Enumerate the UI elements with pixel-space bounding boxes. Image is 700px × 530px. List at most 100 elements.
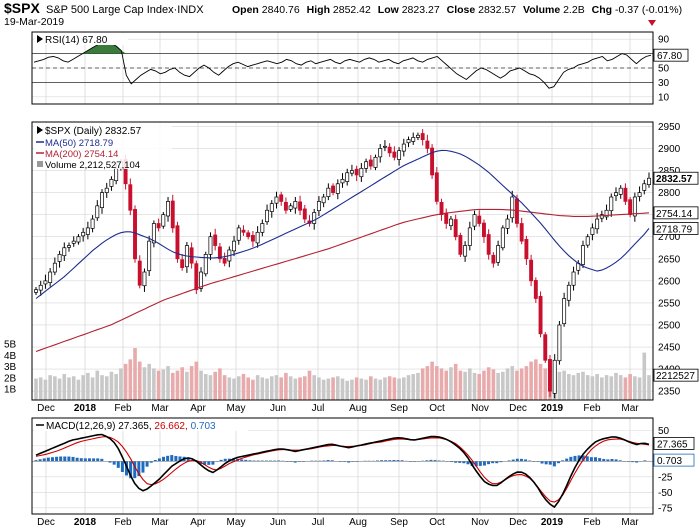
macd-hist-bar-24 (133, 461, 137, 479)
candle-body-57 (302, 208, 307, 220)
macd-tick-0: 50 (658, 426, 670, 437)
volume-bar-50 (269, 376, 274, 400)
price-tick-12: 2350 (658, 387, 681, 398)
macd-hist-bar-86 (388, 460, 392, 462)
volume-bar-105 (529, 361, 533, 400)
candle-body-38 (213, 234, 218, 246)
candle-body-15 (104, 187, 109, 193)
volume-bar-37 (208, 375, 213, 400)
macd-hist-bar-105 (466, 461, 470, 465)
volume-bar-30 (175, 370, 180, 400)
price-tick-6: 2650 (658, 254, 681, 265)
candle-body-126 (628, 199, 633, 216)
close-value: 2832.57 (478, 4, 516, 16)
macd-hist-bar-98 (437, 460, 441, 462)
volume-bar-12 (90, 377, 95, 400)
volume-bar-20 (128, 359, 133, 400)
macd-hist-last-label-box (653, 453, 695, 467)
high-value: 2852.42 (333, 4, 371, 16)
candle-body-81 (415, 134, 420, 138)
volume-bar-115 (576, 372, 581, 400)
volume-bar-11 (86, 372, 90, 400)
volume-bar-84 (430, 361, 434, 400)
price-tick-5: 2700 (658, 232, 681, 243)
candle-body-110 (552, 359, 557, 394)
candle-body-91 (463, 245, 468, 257)
candle-body-42 (232, 240, 236, 252)
macd-hist-bar-16 (100, 458, 104, 462)
volume-bar-25 (152, 368, 156, 400)
volume-bar-82 (420, 368, 425, 400)
index-name-sep: · (174, 4, 178, 16)
month-label-7: Jul (312, 403, 325, 414)
price-legend-main: $SPX (Daily) 2832.57 (45, 126, 142, 137)
macd-hist-bar-60 (281, 460, 285, 462)
candle-body-35 (199, 271, 203, 289)
macd-hist-bar-63 (293, 461, 297, 463)
price-last-ma50: 2718.79 (656, 224, 693, 235)
month-label-14: Feb (583, 403, 601, 414)
volume-bar-72 (373, 378, 378, 400)
volume-bar-104 (524, 366, 529, 400)
candle-body-85 (434, 172, 439, 202)
macd-hist-bar-109 (482, 461, 486, 466)
macd-hist-bar-136 (594, 457, 598, 462)
volume-legend-swatch (37, 161, 43, 167)
macd-hist-bar-58 (273, 460, 277, 462)
volume-bar-44 (241, 374, 246, 400)
ma50-legend: MA(50) 2718.79 (45, 138, 113, 149)
rsi-overbought-fill (34, 42, 651, 54)
volume-bar-5 (57, 378, 62, 400)
month-label-2: Feb (114, 403, 132, 414)
volume-bar-83 (425, 366, 430, 400)
candle-body-44 (241, 229, 246, 233)
macd-hist-bar-131 (573, 455, 577, 462)
volume-bar-2 (43, 379, 48, 400)
candle-body-112 (562, 298, 567, 325)
macd-hist-bar-72 (330, 460, 334, 462)
candle-body-51 (274, 196, 279, 204)
macd-hist-bar-115 (507, 460, 511, 462)
macd-hist-bar-43 (211, 461, 215, 465)
volume-bar-118 (590, 376, 595, 400)
macd-hist-bar-130 (569, 456, 573, 462)
candle-body-88 (449, 218, 453, 227)
low-label: Low (378, 4, 400, 16)
candle-body-30 (175, 225, 180, 260)
month-label-4: Apr (190, 403, 206, 414)
volume-bar-94 (477, 374, 482, 400)
macd-hist-bar-45 (219, 459, 223, 462)
macd-hist-bar-68 (314, 460, 318, 462)
macd-hist-bar-127 (556, 461, 560, 464)
panel-frame (31, 417, 654, 515)
volume-bar-106 (534, 359, 538, 400)
candle-body-55 (293, 201, 298, 209)
candle-body-67 (349, 170, 354, 174)
macd-hist-bar-134 (585, 456, 589, 462)
price-last-ma200-box (653, 206, 699, 220)
volume-bar-89 (453, 363, 458, 400)
macd-hist-bar-71 (326, 460, 330, 462)
macd-hist-bar-138 (602, 458, 606, 462)
macd-hist-bar-50 (240, 459, 244, 462)
candle-body-101 (510, 196, 515, 219)
macd-hist-bar-55 (260, 460, 264, 462)
chg-value: -0.37 (-0.01%) (615, 4, 682, 16)
volume-bar-52 (279, 377, 283, 400)
volume-bar-28 (166, 366, 170, 400)
volume-bar-38 (213, 371, 217, 400)
candle-body-28 (166, 201, 170, 217)
candle-body-65 (340, 179, 345, 184)
macd-hist-bar-30 (157, 458, 161, 462)
volume-bar-119 (595, 374, 599, 400)
volume-bar-64 (335, 376, 340, 400)
candle-body-61 (321, 196, 326, 204)
candle-body-92 (467, 227, 472, 246)
candle-body-95 (482, 222, 486, 238)
macd-hist-bar-140 (610, 459, 614, 462)
candle-body-106 (533, 280, 538, 299)
macd-hist-bar-11 (79, 458, 83, 462)
macd-hist-bar-9 (71, 456, 75, 462)
macd-hist-bar-135 (589, 457, 593, 462)
